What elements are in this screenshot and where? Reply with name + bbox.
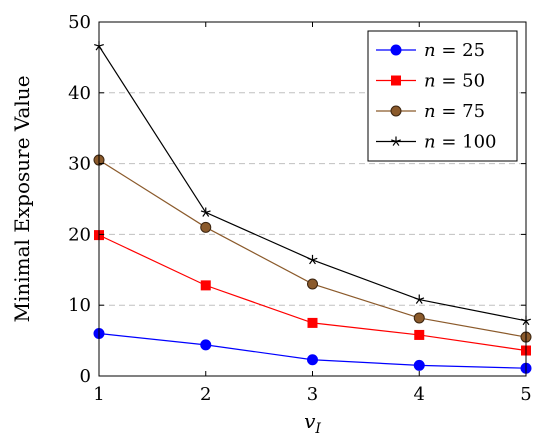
legend-eq-n-50: = 50 <box>436 71 485 92</box>
legend-label-n-100: n = 100 <box>424 132 496 153</box>
y-tick-label-40: 40 <box>68 83 91 104</box>
x-axis-label-sub: I <box>314 421 321 437</box>
y-tick-label-0: 0 <box>80 366 91 387</box>
legend-var-n-100: n <box>424 132 436 153</box>
x-tick-label-4: 4 <box>414 384 425 405</box>
point-n-100-x3 <box>307 254 318 265</box>
point-n-25-x4 <box>413 359 425 371</box>
legend: n = 25n = 50n = 75n = 100 <box>367 30 518 162</box>
legend-marker-n-75 <box>390 105 402 117</box>
point-n-100-x2 <box>200 207 211 217</box>
y-tick-label-10: 10 <box>68 295 91 316</box>
series-line-n-75 <box>98 159 527 338</box>
legend-eq-n-75: = 75 <box>436 101 485 122</box>
legend-marker-n-100 <box>391 136 401 146</box>
point-n-25-x2 <box>200 339 212 351</box>
legend-var-n-50: n <box>424 71 436 92</box>
legend-var-n-75: n <box>424 101 436 122</box>
point-n-100-x4 <box>414 294 425 304</box>
y-axis-ticks: 0 10 20 30 40 50 <box>68 12 526 387</box>
point-n-75-x3 <box>307 278 318 290</box>
point-n-75-x2 <box>200 221 212 233</box>
legend-label-n-50: n = 50 <box>424 71 485 92</box>
y-axis-label: Minimal Exposure Value <box>10 75 34 322</box>
x-axis-ticks: 1 2 3 4 5 <box>93 22 532 405</box>
x-tick-label-5: 5 <box>520 384 531 405</box>
legend-var-n-25: n <box>424 40 436 61</box>
y-tick-label-20: 20 <box>68 224 91 245</box>
x-axis-label: vI <box>304 409 321 437</box>
legend-marker-n-25 <box>390 44 402 56</box>
x-tick-label-1: 1 <box>93 384 104 405</box>
x-axis-label-main: v <box>304 409 316 433</box>
legend-eq-n-100: = 100 <box>436 132 497 153</box>
legend-label-n-75: n = 75 <box>424 101 485 122</box>
point-n-50-x4 <box>414 329 425 340</box>
x-tick-label-2: 2 <box>200 384 211 405</box>
point-n-75-x4 <box>413 312 425 324</box>
series-line-n-50 <box>98 234 527 352</box>
y-tick-label-50: 50 <box>68 12 91 33</box>
y-tick-label-30: 30 <box>68 154 91 175</box>
point-n-50-x3 <box>307 317 318 328</box>
legend-eq-n-25: = 25 <box>436 40 485 61</box>
x-tick-label-3: 3 <box>307 384 318 405</box>
point-n-25-x3 <box>307 354 318 366</box>
legend-marker-n-50 <box>391 75 401 86</box>
legend-label-n-25: n = 25 <box>424 40 485 61</box>
point-n-50-x2 <box>200 280 211 291</box>
